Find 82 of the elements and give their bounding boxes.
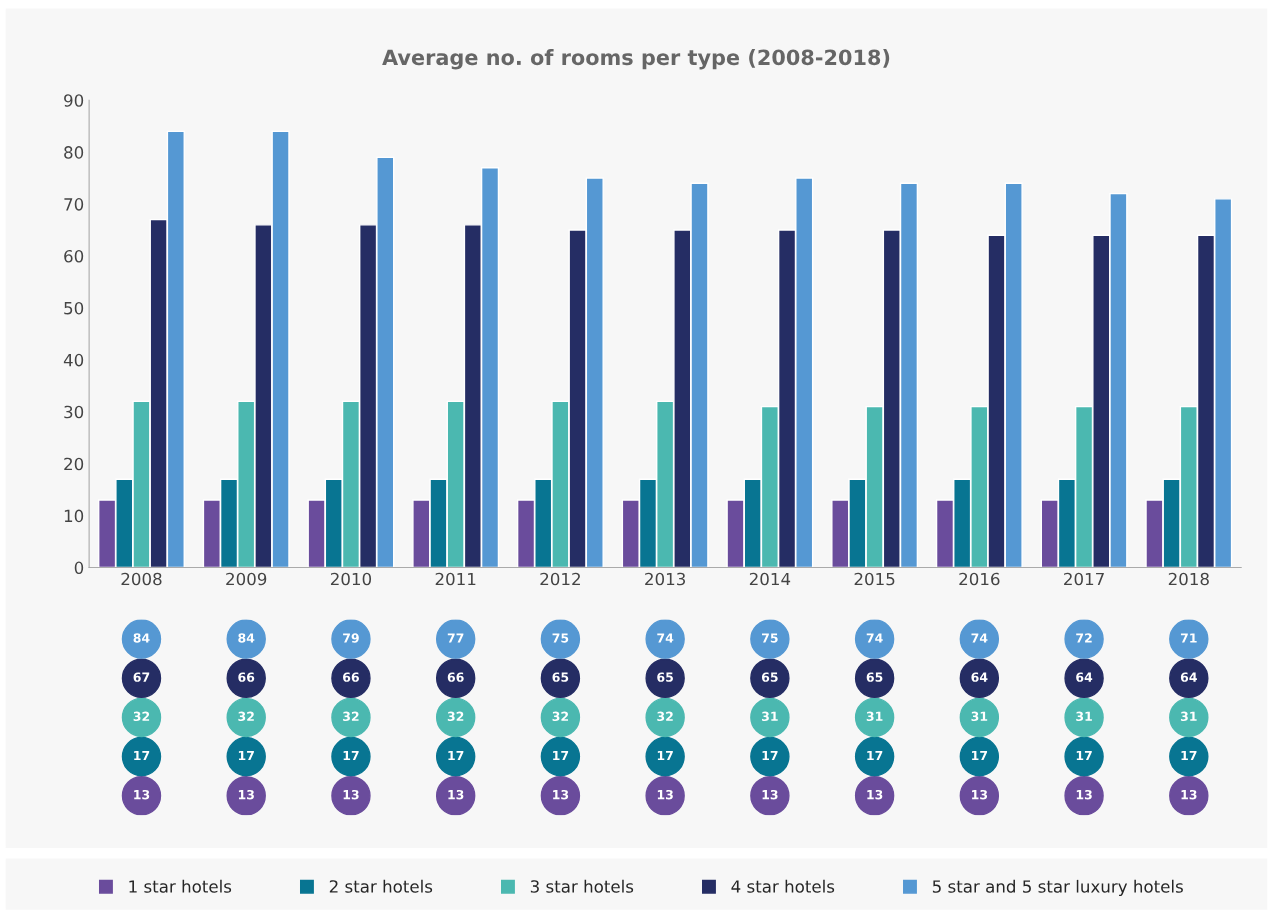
data-label: 13 xyxy=(867,789,883,800)
data-label: 17 xyxy=(867,750,883,761)
data-label: 13 xyxy=(762,789,778,800)
y-tick-label: 30 xyxy=(64,405,84,419)
data-label: 84 xyxy=(238,633,255,643)
data-label: 17 xyxy=(238,750,254,761)
data-label: 32 xyxy=(552,711,569,722)
data-label: 75 xyxy=(552,633,569,643)
data-label: 17 xyxy=(762,750,778,761)
data-label: 67 xyxy=(133,672,150,682)
data-label: 13 xyxy=(553,789,569,800)
data-label: 31 xyxy=(1180,711,1197,722)
x-tick-label: 2018 xyxy=(1168,572,1209,586)
y-tick-label: 20 xyxy=(64,457,84,471)
data-label: 74 xyxy=(866,633,883,643)
data-label: 66 xyxy=(238,672,255,682)
data-label: 13 xyxy=(1181,789,1197,800)
data-label: 32 xyxy=(343,711,359,722)
data-label: 65 xyxy=(866,672,883,682)
x-tick-label: 2009 xyxy=(226,572,267,586)
data-label: 31 xyxy=(1076,711,1092,722)
data-label: 84 xyxy=(133,633,150,643)
data-label: 17 xyxy=(448,750,464,761)
legend-label: 4 star hotels xyxy=(731,879,835,893)
x-tick-label: 2012 xyxy=(540,572,580,586)
data-label: 66 xyxy=(343,672,359,682)
data-label: 17 xyxy=(1076,750,1092,761)
x-tick-label: 2016 xyxy=(959,572,1000,586)
data-label: 72 xyxy=(1076,633,1092,643)
y-tick-label: 70 xyxy=(64,198,84,211)
data-label: 75 xyxy=(762,633,778,643)
y-tick-label: 60 xyxy=(64,249,84,263)
data-label: 17 xyxy=(553,750,569,761)
data-label: 32 xyxy=(657,711,673,722)
y-tick-label: 40 xyxy=(63,353,84,367)
data-label: 65 xyxy=(761,672,778,682)
data-label: 32 xyxy=(447,711,464,722)
data-label: 13 xyxy=(1076,789,1092,800)
data-label: 65 xyxy=(657,672,673,682)
chart-title: Average no. of rooms per type (2008-2018) xyxy=(382,49,890,70)
data-label: 17 xyxy=(1181,750,1197,761)
y-tick-label: 90 xyxy=(64,94,84,107)
data-label: 13 xyxy=(343,789,359,800)
data-label: 74 xyxy=(657,633,674,643)
data-label: 66 xyxy=(447,672,464,682)
data-label: 13 xyxy=(238,789,254,800)
data-label: 32 xyxy=(133,711,150,722)
data-label: 31 xyxy=(762,711,778,722)
data-label: 17 xyxy=(134,750,150,761)
data-label: 17 xyxy=(972,750,988,761)
data-label: 31 xyxy=(971,711,988,722)
data-label: 13 xyxy=(972,789,988,800)
y-tick-label: 80 xyxy=(64,146,84,159)
data-label: 17 xyxy=(343,750,359,761)
x-tick-label: 2017 xyxy=(1064,572,1104,586)
data-label: 32 xyxy=(238,711,254,722)
data-label: 64 xyxy=(1076,672,1093,682)
data-label: 13 xyxy=(657,789,673,800)
data-label: 13 xyxy=(134,789,150,800)
legend-label: 1 star hotels xyxy=(129,879,232,893)
legend-label: 5 star and 5 star luxury hotels xyxy=(932,879,1183,896)
data-label: 17 xyxy=(657,750,673,761)
x-tick-label: 2013 xyxy=(645,572,686,586)
data-label: 71 xyxy=(1180,633,1197,643)
x-tick-label: 2010 xyxy=(330,572,372,586)
legend-label: 2 star hotels xyxy=(329,879,433,893)
x-tick-label: 2008 xyxy=(121,572,162,586)
data-label: 31 xyxy=(866,711,883,722)
data-label: 77 xyxy=(447,633,464,643)
data-label: 74 xyxy=(971,633,988,643)
data-label: 64 xyxy=(1180,672,1197,682)
data-label: 65 xyxy=(552,672,569,682)
y-tick-label: 10 xyxy=(64,509,84,523)
data-label: 64 xyxy=(971,672,988,682)
y-tick-label: 50 xyxy=(64,301,84,315)
x-tick-label: 2014 xyxy=(749,572,791,586)
y-tick-label: 0 xyxy=(74,561,84,575)
data-label: 13 xyxy=(448,789,464,800)
data-label: 79 xyxy=(343,633,359,643)
x-tick-label: 2015 xyxy=(854,572,895,586)
legend-label: 3 star hotels xyxy=(530,879,634,893)
x-tick-label: 2011 xyxy=(435,572,476,586)
